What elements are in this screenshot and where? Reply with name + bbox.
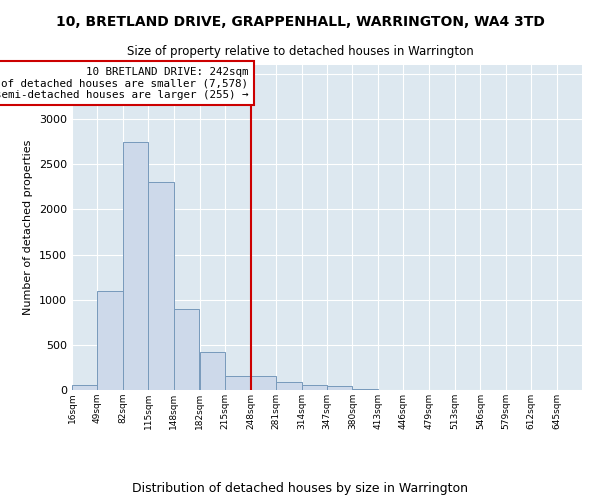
Bar [123, 142, 148, 390]
Text: Distribution of detached houses by size in Warrington: Distribution of detached houses by size … [132, 482, 468, 495]
Bar [226, 376, 251, 390]
Text: 10 BRETLAND DRIVE: 242sqm
← 97% of detached houses are smaller (7,578)
3% of sem: 10 BRETLAND DRIVE: 242sqm ← 97% of detac… [0, 67, 248, 100]
Bar [352, 389, 378, 390]
Y-axis label: Number of detached properties: Number of detached properties [23, 140, 34, 315]
Text: 10, BRETLAND DRIVE, GRAPPENHALL, WARRINGTON, WA4 3TD: 10, BRETLAND DRIVE, GRAPPENHALL, WARRING… [56, 15, 544, 29]
Bar [327, 386, 352, 390]
Bar [276, 382, 302, 390]
Bar [173, 308, 199, 390]
Bar [97, 290, 123, 390]
Text: Size of property relative to detached houses in Warrington: Size of property relative to detached ho… [127, 45, 473, 58]
Bar [302, 385, 327, 390]
Bar [148, 182, 173, 390]
Bar [72, 386, 97, 390]
Bar [200, 352, 226, 390]
Bar [251, 376, 276, 390]
